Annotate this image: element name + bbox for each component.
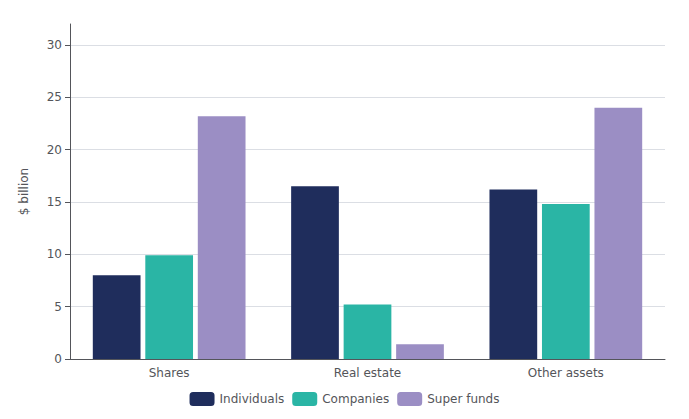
svg-text:20: 20	[47, 143, 62, 157]
svg-text:30: 30	[47, 38, 62, 52]
svg-text:Individuals: Individuals	[220, 392, 285, 406]
svg-text:5: 5	[54, 300, 62, 314]
svg-text:Other assets: Other assets	[528, 366, 604, 380]
svg-text:Super funds: Super funds	[427, 392, 499, 406]
svg-text:$ billion: $ billion	[17, 168, 31, 215]
svg-text:10: 10	[47, 247, 62, 261]
svg-text:Real estate: Real estate	[334, 366, 401, 380]
svg-text:15: 15	[47, 195, 62, 209]
svg-text:25: 25	[47, 90, 62, 104]
svg-text:0: 0	[54, 352, 62, 366]
svg-text:Shares: Shares	[149, 366, 190, 380]
svg-text:Companies: Companies	[322, 392, 389, 406]
